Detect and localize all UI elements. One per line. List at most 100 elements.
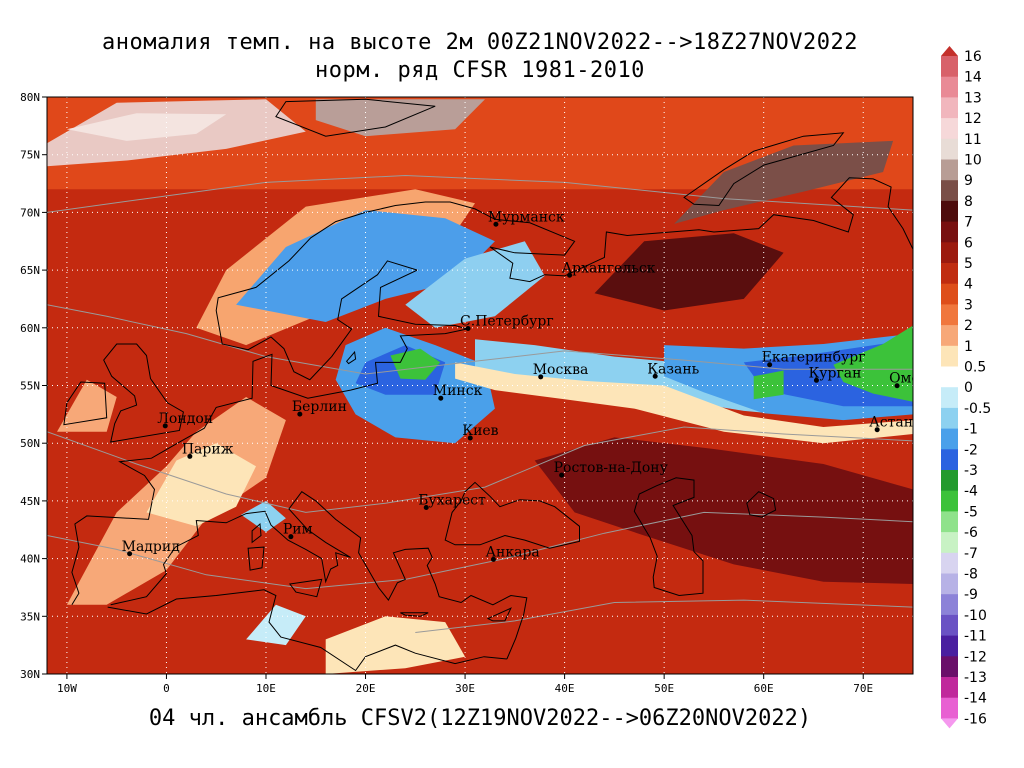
colorbar-label: 6 [964, 235, 973, 251]
anomaly-region-barents-russia-core [594, 233, 784, 311]
city-label: Мадрид [122, 539, 181, 555]
colorbar-swatch [941, 97, 958, 119]
contour-line [47, 426, 913, 513]
anomaly-region-france-cool [146, 443, 256, 527]
colorbar-label: -10 [964, 608, 987, 624]
colorbar-swatch [941, 159, 958, 181]
colorbar-swatch [941, 366, 958, 388]
map-title-line2: норм. ряд CFSR 1981-2010 [315, 58, 645, 83]
contour-line [47, 511, 913, 590]
lat-tick-label: 35N [20, 610, 40, 623]
coastline-north-africa-coast [107, 589, 507, 672]
contour-line [47, 304, 913, 375]
colorbar-label: -13 [964, 670, 987, 686]
lat-tick-label: 45N [20, 495, 40, 508]
coastline-layer [47, 98, 913, 672]
city-marker [894, 383, 900, 389]
city-marker [187, 453, 193, 459]
colorbar-label: 10 [964, 153, 982, 169]
city-marker [559, 472, 565, 478]
colorbar-swatch [941, 118, 958, 140]
colorbar-label: 8 [964, 194, 973, 210]
city-label: Лондон [157, 411, 213, 427]
colorbar-label: 16 [964, 49, 982, 65]
colorbar-label: -14 [964, 691, 987, 707]
anomaly-region-kurgan-green [753, 370, 784, 400]
colorbar-label: -12 [964, 649, 987, 665]
colorbar-bottom-arrow [941, 718, 958, 729]
city-label: Екатеринбург [762, 350, 866, 366]
coastline-caspian-sea [633, 477, 704, 597]
colorbar-swatch [941, 387, 958, 409]
lon-tick-label: 30E [455, 682, 475, 695]
colorbar-label: -7 [964, 546, 978, 562]
city-label: Киев [462, 423, 498, 439]
colorbar-label: 12 [964, 111, 982, 127]
latitude-labels: 30N 35N 40N 45N 50N 55N 60N 65N 70N 75N 80N [20, 91, 40, 681]
city-marker [127, 551, 133, 557]
coastline-cyprus [486, 607, 512, 622]
anomaly-region-svalbard-max [315, 99, 485, 137]
city-marker [490, 556, 496, 562]
anomaly-region-caspian-core [534, 437, 913, 584]
colorbar-label: -0.5 [964, 401, 991, 417]
anomaly-region-tunisia-cool [246, 604, 306, 646]
coastline-crete [400, 612, 429, 617]
city-label: Ростов-на-Дону [554, 460, 669, 476]
colorbar-swatch [941, 407, 958, 430]
coastline-aral-sea [746, 491, 777, 518]
colorbar-swatch [941, 677, 958, 699]
lat-tick-label: 75N [20, 149, 40, 162]
colorbar-swatch [941, 138, 958, 160]
city-marker [465, 325, 471, 331]
lat-tick-label: 55N [20, 380, 40, 393]
colorbar-top-arrow [941, 46, 958, 56]
colorbar-label: 4 [964, 277, 973, 293]
lat-tick-label: 40N [20, 553, 40, 566]
city-label: Омск [889, 371, 928, 387]
anomaly-region-greenland-sea-core [66, 113, 227, 141]
colorbar-swatch [941, 325, 958, 347]
city-marker [652, 373, 658, 379]
axis-ticks [42, 96, 864, 679]
colorbar-swatch [941, 221, 958, 243]
colorbar-label: 5 [964, 256, 973, 272]
coastline-sicily [288, 578, 323, 598]
coastline-novaya-zemlya [683, 132, 845, 207]
colorbar-label: 1 [964, 339, 973, 355]
city-marker [567, 272, 573, 278]
city-label: Казань [647, 361, 699, 377]
city-marker [538, 374, 544, 380]
colorbar-label: 2 [964, 318, 973, 334]
colorbar-swatch [941, 242, 958, 264]
colorbar-swatch [941, 697, 958, 719]
colorbar-swatch [941, 304, 958, 326]
colorbar-label: -16 [964, 711, 987, 727]
colorbar-swatch [941, 573, 958, 595]
city-markers: Мурманск Архангельск С.Петербург Москва Каза… [122, 209, 928, 562]
colorbar-swatch [941, 656, 958, 678]
colorbar-swatch [941, 345, 958, 367]
city-label: Берлин [292, 399, 347, 415]
colorbar-label: 0.5 [964, 360, 986, 376]
city-label: Рим [283, 522, 313, 538]
coastline-corsica [251, 522, 262, 544]
anomaly-region-karelia-cold [405, 241, 545, 328]
colorbar-swatch [941, 552, 958, 574]
city-label: Астана [869, 415, 921, 431]
map-title-line1: аномалия темп. на высоте 2м 00Z21NOV2022… [102, 30, 858, 55]
lon-tick-label: 60E [754, 682, 774, 695]
anomaly-region-band-edge-mild [455, 362, 913, 444]
city-marker [423, 504, 429, 510]
colorbar-label: -9 [964, 587, 978, 603]
colorbar-swatch [941, 532, 958, 554]
lat-tick-label: 30N [20, 668, 40, 681]
anomaly-region-scandinavia-cold [236, 210, 495, 322]
ensemble-caption: 04 чл. ансамбль CFSV2(12Z19NOV2022-->06Z… [148, 706, 812, 731]
colorbar-swatch [941, 180, 958, 202]
anomaly-region-omsk-green [833, 325, 913, 402]
colorbar-label: -1 [964, 422, 978, 438]
colorbar-swatch [941, 200, 958, 223]
city-label: Париж [182, 441, 234, 457]
colorbar-swatch [941, 470, 958, 492]
